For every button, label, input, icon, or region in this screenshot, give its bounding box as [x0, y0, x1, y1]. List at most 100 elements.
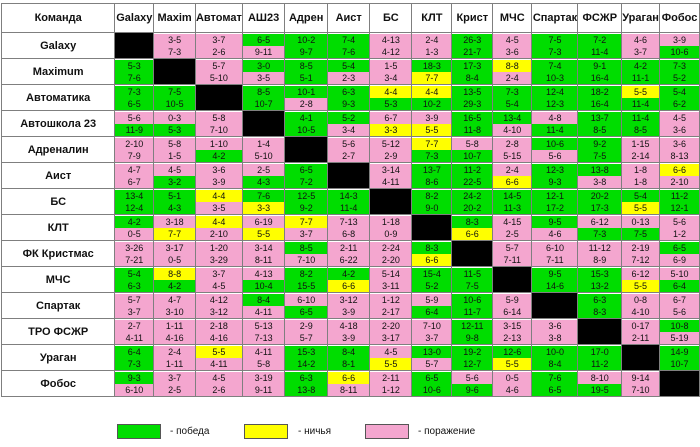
first-match-score: 10-8 — [660, 319, 699, 332]
score-cell: 9-5 4-6 — [531, 214, 579, 241]
score-cell: 3-9 5-5 — [411, 110, 453, 137]
score-cell: 7-13 6-8 — [327, 214, 371, 241]
first-match-score: 15-3 — [578, 267, 622, 280]
score-cell: 5-7 7-11 — [492, 240, 533, 267]
second-match-score: 7-10 — [195, 123, 242, 136]
score-cell: 8-5 10-7 — [241, 84, 286, 111]
score-cell: 4-13 4-12 — [369, 32, 413, 59]
first-match-score: 4-5 — [660, 111, 699, 124]
first-match-score: 3-14 — [242, 241, 285, 254]
first-match-score: 7-3 — [115, 85, 154, 98]
first-match-score: 6-12 — [578, 215, 622, 228]
first-match-score: 1-12 — [370, 293, 412, 306]
first-match-score: 4-4 — [195, 189, 242, 202]
score-cell: 11-12 8-9 — [577, 240, 623, 267]
second-match-score: 5-5 — [493, 357, 532, 370]
first-match-score: 8-4 — [328, 345, 370, 358]
second-match-score: 2-10 — [195, 227, 242, 240]
diagonal-blank-cell — [411, 214, 453, 241]
score-cell: 6-10 7-11 — [531, 240, 579, 267]
first-match-score: 4-11 — [242, 345, 285, 358]
first-match-score: 2-19 — [622, 241, 660, 254]
second-match-score: 12-1 — [660, 201, 699, 214]
second-match-score: 5-7 — [412, 357, 452, 370]
second-match-score: 7-3 — [154, 45, 195, 58]
score-cell: 3-7 2-5 — [153, 370, 196, 397]
first-match-score: 5-7 — [195, 59, 242, 72]
second-match-score: 8-6 — [412, 175, 452, 188]
score-cell: 13-0 5-7 — [411, 344, 453, 371]
score-cell: 8-5 5-1 — [284, 58, 329, 85]
score-cell: 7-3 5-2 — [659, 58, 700, 85]
second-match-score: 4-16 — [154, 331, 195, 344]
score-cell: 3-6 8-13 — [659, 136, 700, 163]
score-cell: 7-10 3-7 — [411, 318, 453, 345]
score-cell: 2-11 6-22 — [327, 240, 371, 267]
first-match-score: 3-19 — [242, 371, 285, 384]
score-cell: 13-5 29-3 — [451, 84, 494, 111]
second-match-score: 1-5 — [154, 149, 195, 162]
second-match-score: 11-3 — [493, 201, 532, 214]
score-cell: 7-3 6-5 — [114, 84, 155, 111]
second-match-score: 6-4 — [660, 279, 699, 292]
score-cell: 2-9 5-7 — [284, 318, 329, 345]
first-match-score: 4-18 — [328, 319, 370, 332]
score-cell: 5-4 5-5 — [621, 188, 661, 215]
score-cell: 13-8 3-8 — [577, 162, 623, 189]
second-match-score: 4-2 — [195, 149, 242, 162]
column-header: КЛТ — [411, 3, 453, 33]
second-match-score: 8-5 — [578, 123, 622, 136]
score-cell: 3-18 7-7 — [153, 214, 196, 241]
second-match-score: 21-7 — [452, 45, 493, 58]
second-match-score: 1-8 — [622, 175, 660, 188]
score-cell: 15-3 13-2 — [577, 266, 623, 293]
score-cell: 7-5 10-5 — [153, 84, 196, 111]
team-row: МЧС 5-4 6-3 8-8 4-2 3-7 4-5 4-13 10-4 8-2 15-5 4-2 6… — [0, 266, 700, 293]
score-cell: 5-6 11-9 — [114, 110, 155, 137]
first-match-score: 4-7 — [115, 163, 154, 176]
second-match-score: 13-8 — [285, 383, 328, 396]
column-header: БС — [369, 3, 413, 33]
score-cell: 5-8 7-10 — [194, 110, 243, 137]
first-match-score: 3-7 — [154, 371, 195, 384]
score-cell: 8-3 6-6 — [411, 240, 453, 267]
column-header: Maxim — [153, 3, 196, 33]
score-cell: 6-10 6-5 — [284, 292, 329, 319]
score-cell: 1-10 4-2 — [194, 136, 243, 163]
first-match-score: 4-6 — [622, 33, 660, 46]
score-cell: 5-7 5-10 — [194, 58, 243, 85]
first-match-score: 12-4 — [532, 85, 578, 98]
score-cell: 7-7 7-3 — [411, 136, 453, 163]
first-match-score: 2-4 — [493, 163, 532, 176]
score-cell: 5-12 2-9 — [369, 136, 413, 163]
diagonal-blank-cell — [577, 318, 623, 345]
first-match-score: 11-12 — [578, 241, 622, 254]
column-header: Спартак — [531, 3, 579, 33]
first-match-score: 5-7 — [493, 241, 532, 254]
first-match-score: 4-5 — [493, 33, 532, 46]
second-match-score: 0-5 — [154, 253, 195, 266]
score-cell: 7-2 11-4 — [577, 32, 623, 59]
first-match-score: 5-5 — [195, 345, 242, 358]
score-cell: 3-14 8-11 — [241, 240, 286, 267]
second-match-score: 3-12 — [195, 305, 242, 318]
second-match-score: 4-11 — [115, 331, 154, 344]
score-cell: 4-4 3-5 — [194, 188, 243, 215]
score-cell: 5-1 4-3 — [153, 188, 196, 215]
diagonal-blank-cell — [153, 58, 196, 85]
score-cell: 10-1 2-8 — [284, 84, 329, 111]
second-match-score: 14-6 — [532, 279, 578, 292]
score-cell: 3-6 3-9 — [194, 162, 243, 189]
score-cell: 18-2 16-4 — [577, 84, 623, 111]
first-match-score: 8-3 — [412, 241, 452, 254]
score-cell: 5-4 6-3 — [114, 266, 155, 293]
score-cell: 7-6 6-5 — [531, 370, 579, 397]
second-match-score: 10-6 — [412, 383, 452, 396]
second-match-score: 6-4 — [412, 305, 452, 318]
second-match-score: 3-9 — [328, 305, 370, 318]
first-match-score: 4-13 — [242, 267, 285, 280]
score-cell: 4-8 11-4 — [531, 110, 579, 137]
second-match-score: 7-12 — [622, 253, 660, 266]
legend: - победа - ничья - поражение — [0, 424, 700, 442]
second-match-score: 2-8 — [285, 97, 328, 110]
